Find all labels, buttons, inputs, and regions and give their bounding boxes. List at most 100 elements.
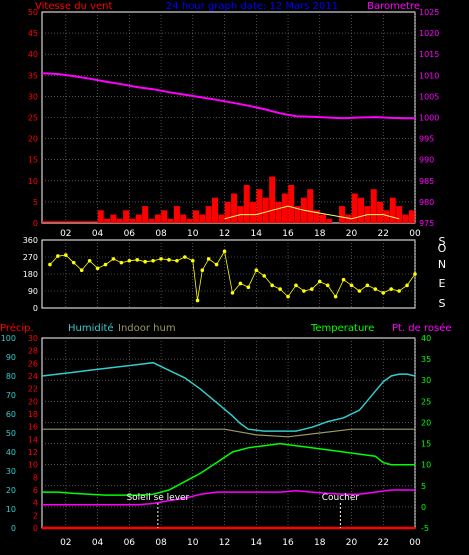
precip-y-tick-label: 4 — [33, 499, 38, 508]
temperature-label: Temperature — [310, 323, 374, 334]
temp-series — [41, 361, 416, 530]
x-tick-label: 20 — [346, 229, 358, 239]
humidity-y-tick-label: 30 — [6, 467, 16, 476]
x-tick-label: 10 — [187, 538, 199, 548]
baro-y-tick-label: 1020 — [419, 29, 439, 38]
humidity-y-tick-label: 20 — [6, 486, 16, 495]
wind-speed-bar — [383, 210, 390, 223]
wind-series — [41, 72, 415, 223]
wind-speed-bar — [402, 214, 409, 223]
wind-speed-bar — [180, 214, 187, 223]
barometer-line — [41, 72, 415, 120]
wind-speed-bar — [104, 218, 111, 223]
x-tick-label: 08 — [155, 538, 167, 548]
wind-y-tick-label: 10 — [28, 177, 38, 186]
baro-y-tick-label: 1000 — [419, 114, 439, 123]
precip-y-tick-label: 14 — [28, 435, 38, 444]
wind-speed-bar — [218, 214, 225, 223]
wind-speed-bar — [243, 185, 250, 223]
wind-speed-bar — [313, 210, 320, 223]
compass-label-e: E — [439, 277, 446, 290]
precip-y-tick-label: 8 — [33, 473, 38, 482]
precip-y-tick-label: 20 — [28, 397, 38, 406]
x-tick-label: 04 — [92, 538, 104, 548]
wind-speed-bar — [224, 201, 231, 223]
temp-axis-ticks: 02 04 06 08 10 12 14 16 18 20 22 000102030405060708… — [1, 334, 431, 548]
temp-y-tick-label: 20 — [421, 418, 431, 427]
x-tick-label: 22 — [378, 229, 389, 239]
precip-y-tick-label: 22 — [28, 385, 38, 394]
direction-y-tick-label: 180 — [23, 270, 38, 279]
x-tick-label: 18 — [314, 229, 326, 239]
wind-y-tick-label: 0 — [33, 219, 38, 228]
x-tick-label: 20 — [346, 538, 358, 548]
precip-y-tick-label: 12 — [28, 448, 38, 457]
temp-y-tick-label: -5 — [421, 524, 429, 533]
wind-speed-bar — [199, 214, 206, 223]
direction-y-tick-label: 270 — [23, 253, 38, 262]
humidity-y-tick-label: 10 — [6, 505, 16, 514]
x-tick-label: 02 — [60, 229, 71, 239]
wind-speed-label: Vitesse du vent — [35, 1, 112, 12]
baro-y-tick-label: 980 — [419, 198, 434, 207]
wind-y-tick-label: 25 — [28, 114, 38, 123]
indoor-humidity-line — [42, 428, 415, 438]
x-tick-label: 04 — [92, 229, 104, 239]
humidity-y-tick-label: 80 — [6, 372, 16, 381]
wind-y-tick-label: 20 — [28, 135, 38, 144]
wind-y-tick-label: 5 — [33, 198, 38, 207]
temp-y-tick-label: 40 — [421, 334, 431, 343]
direction-trace — [49, 250, 416, 301]
x-tick-label: 00 — [409, 229, 421, 239]
wind-y-tick-label: 40 — [28, 50, 38, 59]
wind-speed-bar — [161, 210, 168, 223]
wind-speed-bar — [358, 197, 365, 223]
wind-speed-bar — [262, 197, 269, 223]
wind-speed-bar — [167, 218, 174, 223]
wind-speed-bar — [338, 206, 345, 223]
wind-speed-bar — [307, 189, 314, 223]
precip-y-tick-label: 16 — [28, 423, 38, 432]
wind-speed-bar — [370, 189, 377, 223]
humidity-line — [41, 361, 416, 432]
precip-y-tick-label: 18 — [28, 410, 38, 419]
indoor-humidity-label: Indoor hum — [118, 323, 176, 334]
compass-label-s-top: S — [439, 235, 446, 248]
x-tick-label: 06 — [124, 538, 136, 548]
baro-y-tick-label: 990 — [419, 156, 434, 165]
baro-y-tick-label: 1005 — [419, 92, 439, 101]
temp-y-tick-label: 15 — [421, 440, 431, 449]
precip-y-tick-label: 24 — [28, 372, 38, 381]
wind-speed-bar — [135, 214, 142, 223]
wind-speed-bar — [294, 206, 301, 223]
direction-axis-ticks: 0 90 180 270 360 — [23, 236, 38, 313]
x-tick-label: 10 — [187, 229, 199, 239]
wind-speed-bar — [377, 201, 384, 223]
wind-speed-bar — [389, 197, 396, 223]
wind-speed-bar — [142, 206, 149, 223]
wind-speed-bar — [110, 214, 117, 223]
dewpoint-line — [42, 489, 415, 506]
precip-y-tick-label: 6 — [33, 486, 38, 495]
precip-y-tick-label: 0 — [33, 524, 38, 533]
wind-speed-bar — [97, 210, 104, 223]
wind-axis-ticks: 02 04 06 08 10 12 14 16 18 20 22 000510152025303540… — [28, 8, 440, 239]
compass-label-o: O — [438, 242, 447, 255]
dewpoint-label: Pt. de rosée — [392, 322, 452, 334]
wind-y-tick-label: 45 — [28, 29, 38, 38]
wind-speed-bar — [212, 197, 219, 223]
wind-speed-bar — [275, 201, 282, 223]
precip-y-tick-label: 10 — [28, 461, 38, 470]
wind-y-tick-label: 35 — [28, 71, 38, 80]
wind-speed-bar — [129, 218, 136, 223]
wind-speed-bar — [396, 206, 403, 223]
x-tick-label: 12 — [219, 538, 230, 548]
wind-speed-bar — [351, 193, 358, 223]
x-tick-label: 14 — [251, 538, 263, 548]
x-tick-label: 02 — [60, 538, 71, 548]
compass-label-s-bottom: S — [439, 297, 446, 310]
temp-grid — [42, 338, 416, 528]
baro-y-tick-label: 995 — [419, 135, 434, 144]
wind-speed-bar — [288, 185, 295, 223]
humidity-y-tick-label: 90 — [6, 353, 16, 362]
